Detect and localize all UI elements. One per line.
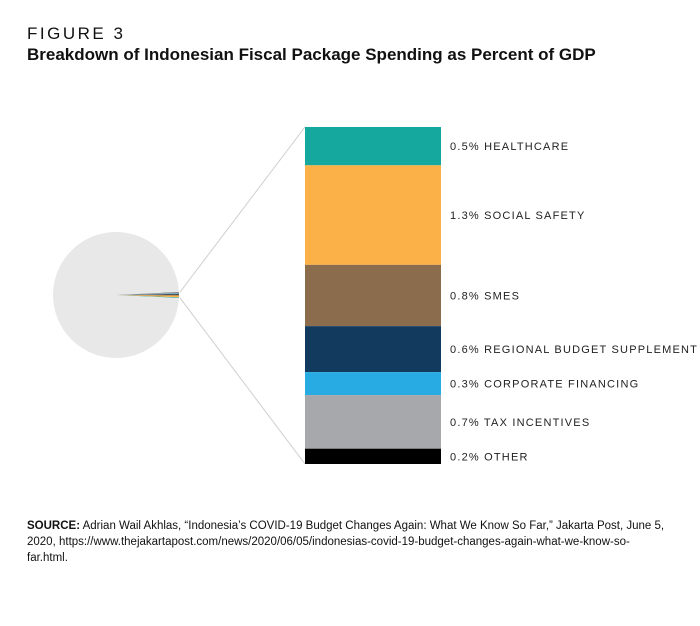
bar-segment-3 [305, 326, 441, 373]
pie-slice-1 [116, 295, 179, 298]
figure-label: FIGURE 3 [27, 24, 126, 43]
segment-label-6: 0.2% OTHER [450, 451, 529, 463]
bar-segment-5 [305, 395, 441, 449]
pie-slice-0 [116, 295, 179, 298]
pie-slice-6 [116, 292, 179, 295]
connector-line-top [179, 126, 306, 293]
pie [53, 232, 179, 358]
pie-slice-4 [116, 293, 179, 295]
segment-label-1: 1.3% SOCIAL SAFETY [450, 210, 586, 222]
pie-slice-5 [116, 292, 179, 295]
segment-label-2: 0.8% SMES [450, 291, 520, 303]
figure-title: Breakdown of Indonesian Fiscal Package S… [27, 45, 596, 64]
bar-segment-2 [305, 264, 441, 327]
segment-label-3: 0.6% REGIONAL BUDGET SUPPLEMENT [450, 344, 698, 356]
source-label: SOURCE: [27, 520, 81, 532]
segment-label-4: 0.3% CORPORATE FINANCING [450, 379, 639, 391]
pie-slice-2 [116, 294, 179, 296]
bar-segment-6 [305, 448, 441, 464]
source-text: Adrian Wail Akhlas, “Indonesia’s COVID-1… [27, 520, 665, 564]
segment-label-5: 0.7% TAX INCENTIVES [450, 417, 590, 429]
segment-label-0: 0.5% HEALTHCARE [450, 141, 569, 153]
source-note: SOURCE: Adrian Wail Akhlas, “Indonesia’s… [27, 518, 667, 566]
bar-segment-0 [305, 127, 441, 166]
connector-lines [179, 126, 306, 465]
bar-segment-1 [305, 165, 441, 265]
connector-line-bottom [179, 297, 306, 465]
bar-segment-4 [305, 372, 441, 396]
stacked-bar [305, 127, 441, 464]
pie-slice-3 [116, 293, 179, 295]
segment-labels: 0.5% HEALTHCARE 1.3% SOCIAL SAFETY 0.8% SM… [450, 141, 698, 463]
